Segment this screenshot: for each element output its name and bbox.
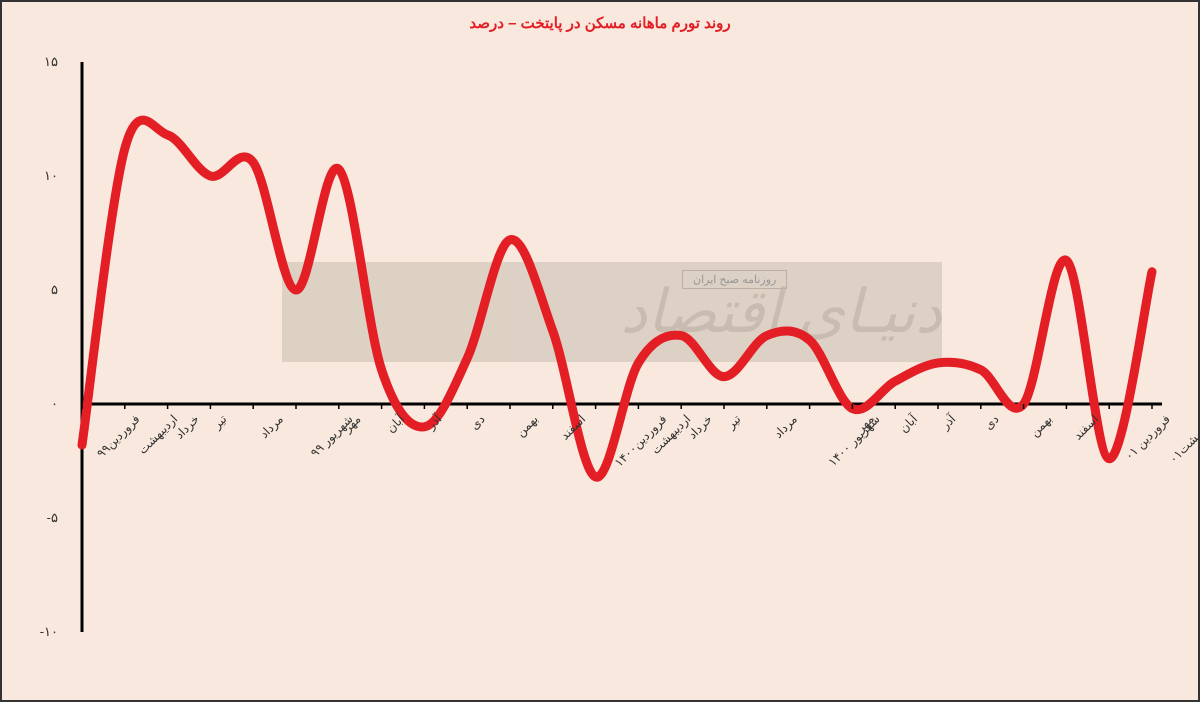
y-tick-label: ۱۰ xyxy=(28,168,58,184)
chart-plot-area xyxy=(72,62,1172,632)
y-tick-label: ۱۵ xyxy=(28,54,58,70)
y-tick-label: ۵- xyxy=(28,510,58,526)
y-tick-label: ۵ xyxy=(28,282,58,298)
chart-svg xyxy=(72,62,1172,702)
chart-title: روند تورم ماهانه مسکن در پایتخت – درصد xyxy=(2,2,1198,32)
y-tick-label: ۰ xyxy=(28,396,58,412)
y-tick-label: ۱۰- xyxy=(28,624,58,640)
